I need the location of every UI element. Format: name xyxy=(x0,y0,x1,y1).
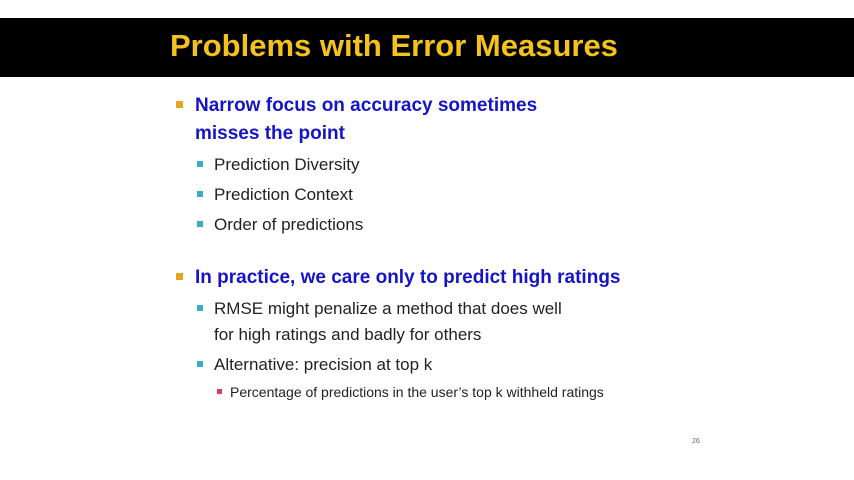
bullet-text-line-1: Narrow focus on accuracy sometimes xyxy=(195,95,538,116)
square-bullet-icon xyxy=(197,161,203,167)
square-bullet-icon xyxy=(176,101,183,108)
sub-sub-bullet-text: Percentage of predictions in the user’s … xyxy=(230,384,604,400)
title-bar xyxy=(0,18,854,77)
spacer xyxy=(175,238,735,264)
sub-sub-bullet-percentage: Percentage of predictions in the user’s … xyxy=(175,382,735,402)
sub-bullet-text: Alternative: precision at top k xyxy=(214,355,433,374)
square-bullet-icon xyxy=(197,305,203,311)
sub-bullet-order-of-predictions: Order of predictions xyxy=(175,212,735,238)
square-bullet-icon xyxy=(176,273,183,280)
sub-bullet-rmse: RMSE might penalize a method that does w… xyxy=(175,296,735,348)
slide-number: 26 xyxy=(692,438,700,445)
bullet-text-line-2: misses the point xyxy=(195,123,345,144)
sub-bullet-prediction-diversity: Prediction Diversity xyxy=(175,152,735,178)
sub-bullet-text-line-2: for high ratings and badly for others xyxy=(214,325,482,344)
square-bullet-icon xyxy=(197,221,203,227)
slide-title: Problems with Error Measures xyxy=(170,28,618,63)
sub-bullet-prediction-context: Prediction Context xyxy=(175,182,735,208)
bullet-in-practice: In practice, we care only to predict hig… xyxy=(175,264,735,292)
slide-body: Narrow focus on accuracy sometimes misse… xyxy=(175,92,735,402)
sub-bullet-alternative: Alternative: precision at top k xyxy=(175,352,735,378)
bullet-text: In practice, we care only to predict hig… xyxy=(195,267,621,288)
sub-bullet-text: Prediction Context xyxy=(214,185,353,204)
sub-bullet-text: Prediction Diversity xyxy=(214,155,360,174)
sub-bullet-text-line-1: RMSE might penalize a method that does w… xyxy=(214,299,562,318)
bullet-narrow-focus: Narrow focus on accuracy sometimes misse… xyxy=(175,92,735,148)
square-bullet-icon xyxy=(197,361,203,367)
sub-bullet-text: Order of predictions xyxy=(214,215,364,234)
square-bullet-icon xyxy=(197,191,203,197)
square-bullet-icon xyxy=(217,389,222,394)
